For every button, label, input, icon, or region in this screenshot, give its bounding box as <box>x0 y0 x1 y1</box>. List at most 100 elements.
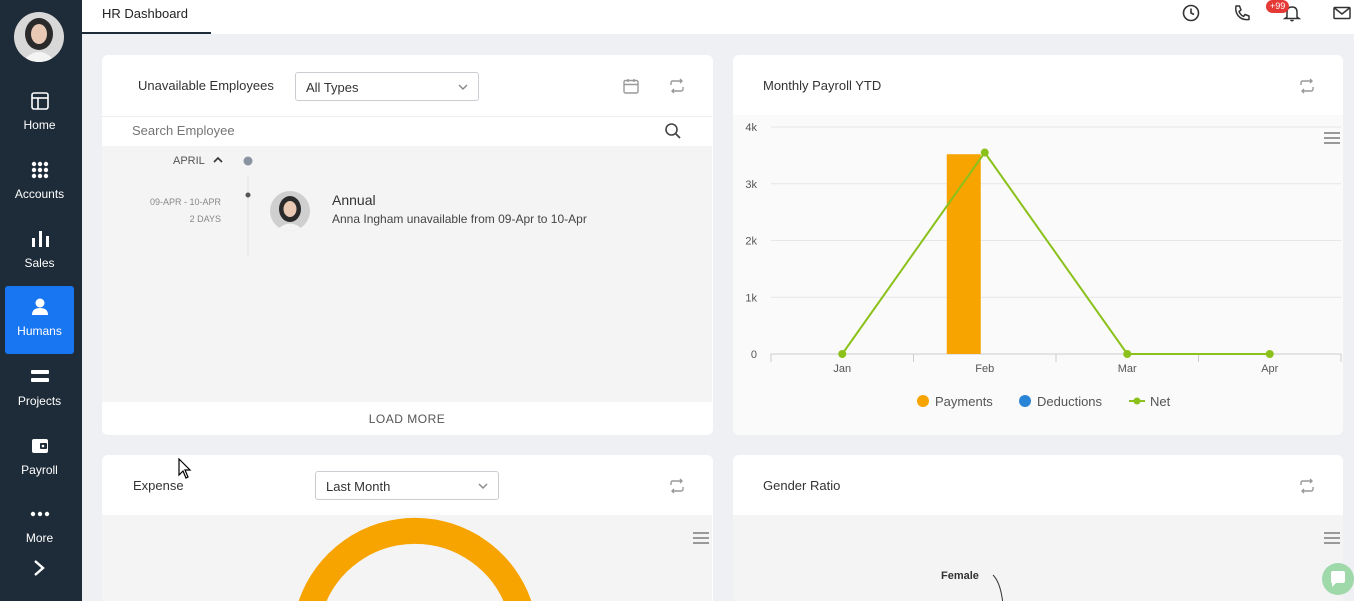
sidebar-item-more[interactable]: More <box>5 497 74 563</box>
sidebar-item-label: Humans <box>17 324 62 338</box>
y-tick-label: 1k <box>745 292 757 304</box>
date-range-text: 09-APR - 10-APR <box>149 197 221 207</box>
entry-date-range: 09-APR - 10-APR 2 DAYS <box>150 194 221 228</box>
select-value: Last Month <box>326 479 391 494</box>
more-dots-icon <box>30 511 49 517</box>
bar-payments <box>946 154 981 354</box>
user-avatar[interactable] <box>14 12 64 62</box>
card-title: Monthly Payroll YTD <box>763 78 882 93</box>
menu-icon[interactable] <box>692 531 710 545</box>
sidebar-item-projects[interactable]: Projects <box>5 360 74 426</box>
card-title: Unavailable Employees <box>138 78 274 93</box>
sidebar-item-label: Sales <box>24 256 55 270</box>
card-title: Gender Ratio <box>763 478 841 493</box>
female-label: Female <box>941 570 979 582</box>
sidebar-item-label: Home <box>23 118 56 132</box>
sidebar: Home Accounts Sales Humans Projects Payr… <box>0 0 82 601</box>
sidebar-item-sales[interactable]: Sales <box>5 222 74 288</box>
legend-label: Net <box>1150 394 1171 409</box>
duration-text: 2 DAYS <box>189 214 221 224</box>
net-point <box>1123 350 1132 358</box>
gender-ratio-card: Gender Ratio Female <box>733 455 1343 601</box>
legend-payments[interactable]: Payments <box>917 394 993 409</box>
refresh-icon[interactable] <box>668 77 686 95</box>
tab-hr-dashboard[interactable]: HR Dashboard <box>82 0 211 34</box>
legend-label: Payments <box>935 394 993 409</box>
mail-icon[interactable] <box>1332 3 1352 23</box>
chat-button[interactable] <box>1322 563 1354 595</box>
mouse-cursor-icon <box>178 458 192 479</box>
sidebar-item-humans[interactable]: Humans <box>5 286 74 354</box>
y-tick-label: 0 <box>751 349 757 361</box>
chart-area <box>102 515 712 601</box>
x-tick-label: Jan <box>833 363 851 375</box>
calendar-icon[interactable] <box>622 77 640 95</box>
clock-icon[interactable] <box>1181 3 1201 23</box>
search-icon[interactable] <box>664 122 682 140</box>
x-tick-label: Apr <box>1261 363 1278 375</box>
legend-net[interactable]: Net <box>1129 394 1170 409</box>
sidebar-item-home[interactable]: Home <box>5 84 74 150</box>
net-line <box>841 150 1270 355</box>
y-tick-label: 4k <box>745 122 757 134</box>
search-row <box>102 116 712 146</box>
sidebar-item-label: Projects <box>17 394 62 408</box>
net-point <box>980 148 989 157</box>
load-more-button[interactable]: LOAD MORE <box>102 402 712 434</box>
sidebar-item-payroll[interactable]: Payroll <box>5 429 74 495</box>
chart-area: 0 1k 2k 3k 4k Jan Feb Mar Apr <box>733 115 1343 435</box>
period-filter-select[interactable]: Last Month <box>315 471 499 500</box>
home-icon <box>30 92 49 110</box>
type-filter-select[interactable]: All Types <box>295 72 479 101</box>
x-tick-label: Mar <box>1118 363 1137 375</box>
monthly-payroll-card: Monthly Payroll YTD 0 1k 2k 3k 4k Jan Feb Mar Ap… <box>733 55 1343 435</box>
stack-icon <box>30 370 49 382</box>
card-title: Expense <box>133 478 184 493</box>
timeline-line <box>243 156 253 255</box>
legend-marker <box>1019 395 1031 407</box>
legend-deductions[interactable]: Deductions <box>1019 394 1102 409</box>
y-tick-label: 2k <box>745 236 757 248</box>
expense-card: Expense Last Month <box>102 455 713 601</box>
chevron-down-icon <box>478 483 488 489</box>
phone-icon[interactable] <box>1232 3 1252 23</box>
chart-area: Female <box>733 515 1343 601</box>
refresh-icon[interactable] <box>1298 77 1316 95</box>
person-icon <box>31 298 48 315</box>
chevron-right-icon[interactable] <box>30 558 48 578</box>
employee-avatar <box>270 191 310 231</box>
chevron-down-icon <box>458 84 468 90</box>
expense-donut <box>298 517 532 601</box>
payroll-chart: 0 1k 2k 3k 4k Jan Feb Mar Apr <box>745 122 1342 375</box>
legend-marker <box>1129 397 1145 405</box>
unavailable-employees-card: Unavailable Employees All Types APRIL 09… <box>102 55 713 435</box>
y-tick-label: 3k <box>745 179 757 191</box>
month-label: APRIL <box>173 155 205 167</box>
gender-leader-line <box>992 574 1004 601</box>
net-point <box>838 350 847 358</box>
net-point <box>1265 350 1274 358</box>
refresh-icon[interactable] <box>1298 477 1316 495</box>
legend-label: Deductions <box>1037 394 1103 409</box>
sidebar-item-label: Accounts <box>14 187 65 201</box>
chevron-up-icon[interactable] <box>213 156 223 164</box>
leave-type: Annual <box>332 192 376 208</box>
grid-icon <box>31 161 48 179</box>
refresh-icon[interactable] <box>668 477 686 495</box>
sidebar-item-accounts[interactable]: Accounts <box>5 153 74 219</box>
timeline: APRIL 09-APR - 10-APR 2 DAYS Annual Anna… <box>102 146 712 402</box>
chat-icon <box>1331 571 1345 587</box>
menu-icon[interactable] <box>1323 131 1341 145</box>
bar-chart-icon <box>31 231 49 247</box>
leave-description: Anna Ingham unavailable from 09-Apr to 1… <box>332 212 587 226</box>
legend-marker <box>917 395 929 407</box>
notification-badge: +99 <box>1266 0 1290 13</box>
x-tick-label: Feb <box>975 363 994 375</box>
select-value: All Types <box>306 80 359 95</box>
wallet-icon <box>31 439 48 453</box>
top-bar: HR Dashboard <box>82 0 1354 34</box>
sidebar-item-label: More <box>25 531 54 545</box>
sidebar-item-label: Payroll <box>21 463 58 477</box>
search-input[interactable] <box>132 123 632 138</box>
menu-icon[interactable] <box>1323 531 1341 545</box>
